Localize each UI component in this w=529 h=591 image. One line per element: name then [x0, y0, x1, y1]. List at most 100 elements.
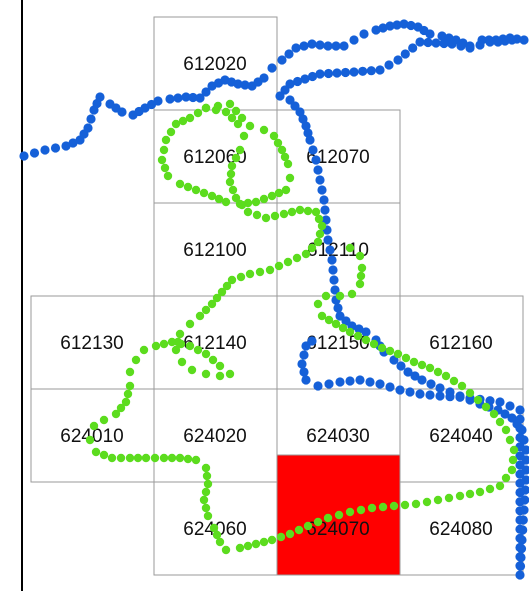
green-route-dot	[160, 163, 170, 173]
green-route-dot	[281, 185, 291, 195]
blue-route-dot	[515, 451, 525, 461]
tile-label-612070: 612070	[306, 147, 369, 168]
blue-route-dot	[456, 41, 466, 51]
blue-route-dot	[201, 87, 211, 97]
green-route-dot	[183, 454, 193, 464]
blue-route-dot	[19, 151, 29, 161]
blue-route-dot	[515, 460, 525, 470]
green-route-dot	[505, 435, 515, 445]
blue-route-dot	[86, 114, 96, 124]
blue-route-dot	[400, 49, 410, 59]
green-route-dot	[125, 453, 135, 463]
tile-624070[interactable]: 624070	[276, 454, 401, 576]
green-route-dot	[475, 487, 485, 497]
blue-route-dot	[408, 43, 418, 53]
blue-route-dot	[385, 21, 395, 31]
blue-route-dot	[415, 389, 425, 399]
green-route-dot	[191, 455, 201, 465]
green-route-dot	[235, 543, 245, 553]
blue-route-dot	[323, 41, 333, 51]
blue-route-dot	[320, 205, 330, 215]
green-route-dot	[131, 355, 141, 365]
blue-route-dot	[240, 80, 250, 90]
blue-route-dot	[298, 114, 308, 124]
blue-route-dot	[500, 36, 510, 46]
green-route-dot	[185, 341, 195, 351]
green-route-dot	[314, 214, 324, 224]
tile-624080[interactable]: 624080	[399, 481, 524, 576]
green-route-dot	[277, 145, 287, 155]
green-route-dot	[175, 453, 185, 463]
blue-route-dot	[485, 396, 495, 406]
green-route-dot	[251, 197, 261, 207]
green-route-dot	[251, 539, 261, 549]
tile-label-612160: 612160	[429, 333, 492, 354]
green-route-dot	[255, 267, 265, 277]
green-route-dot	[231, 193, 241, 203]
green-route-dot	[225, 369, 235, 379]
green-route-dot	[455, 491, 465, 501]
tile-624040[interactable]: 624040	[399, 388, 524, 483]
blue-route-dot	[323, 68, 334, 79]
green-route-dot	[221, 197, 231, 207]
tile-label-624040: 624040	[429, 426, 492, 447]
blue-route-dot	[40, 145, 50, 155]
green-route-dot	[377, 343, 387, 353]
blue-route-dot	[267, 63, 277, 73]
blue-route-dot	[366, 66, 376, 76]
green-route-dot	[245, 121, 255, 131]
blue-route-dot	[117, 107, 127, 117]
green-route-dot	[231, 153, 241, 163]
blue-route-dot	[327, 255, 337, 265]
tile-612070[interactable]: 612070	[276, 109, 401, 204]
tile-label-624020: 624020	[183, 426, 246, 447]
green-route-dot	[116, 453, 126, 463]
blue-route-dot	[329, 275, 339, 285]
green-route-dot	[508, 455, 518, 465]
tile-612110[interactable]: 612110	[276, 202, 401, 297]
green-route-dot	[481, 402, 491, 412]
green-route-dot	[269, 131, 279, 141]
green-route-dot	[279, 209, 289, 219]
blue-route-dot	[340, 67, 351, 78]
green-route-dot	[489, 409, 499, 419]
tile-624010[interactable]: 624010	[30, 388, 155, 483]
blue-route-dot	[358, 66, 368, 76]
tile-612130[interactable]: 612130	[30, 295, 155, 390]
green-route	[85, 99, 519, 555]
blue-route-dot	[323, 235, 333, 245]
green-route-dot	[177, 357, 187, 367]
blue-route-dot	[307, 336, 317, 346]
blue-route-dot	[515, 515, 525, 525]
blue-route-dot	[399, 19, 409, 29]
green-route-dot	[208, 355, 218, 365]
green-route-dot	[121, 397, 131, 407]
blue-route-dot	[284, 49, 294, 59]
green-route-dot	[214, 194, 224, 204]
tile-label-612130: 612130	[60, 333, 123, 354]
blue-route-dot	[328, 265, 338, 275]
green-route-dot	[212, 293, 222, 303]
blue-route-dot	[465, 43, 475, 53]
green-route-dot	[457, 381, 467, 391]
green-route-dot	[99, 450, 109, 460]
green-route-dot	[199, 188, 209, 198]
blue-route-dot	[393, 55, 403, 65]
green-route-dot	[161, 135, 171, 145]
tile-label-612100: 612100	[183, 240, 246, 261]
green-route-dot	[125, 381, 135, 391]
green-route-dot	[215, 371, 225, 381]
green-route-dot	[323, 513, 333, 523]
tile-612160[interactable]: 612160	[399, 295, 524, 390]
blue-route-dot	[300, 74, 310, 84]
green-route-dot	[201, 463, 211, 473]
blue-route-dot	[195, 93, 205, 103]
tile-624020[interactable]: 624020	[153, 388, 278, 483]
tile-label-624030: 624030	[306, 426, 369, 447]
tile-612020[interactable]: 612020	[153, 16, 278, 111]
green-route-dot	[353, 331, 363, 341]
blue-route-dot	[68, 138, 78, 148]
green-route-dot	[267, 535, 277, 545]
green-route-dot	[324, 315, 334, 325]
green-route-dot	[259, 537, 269, 547]
